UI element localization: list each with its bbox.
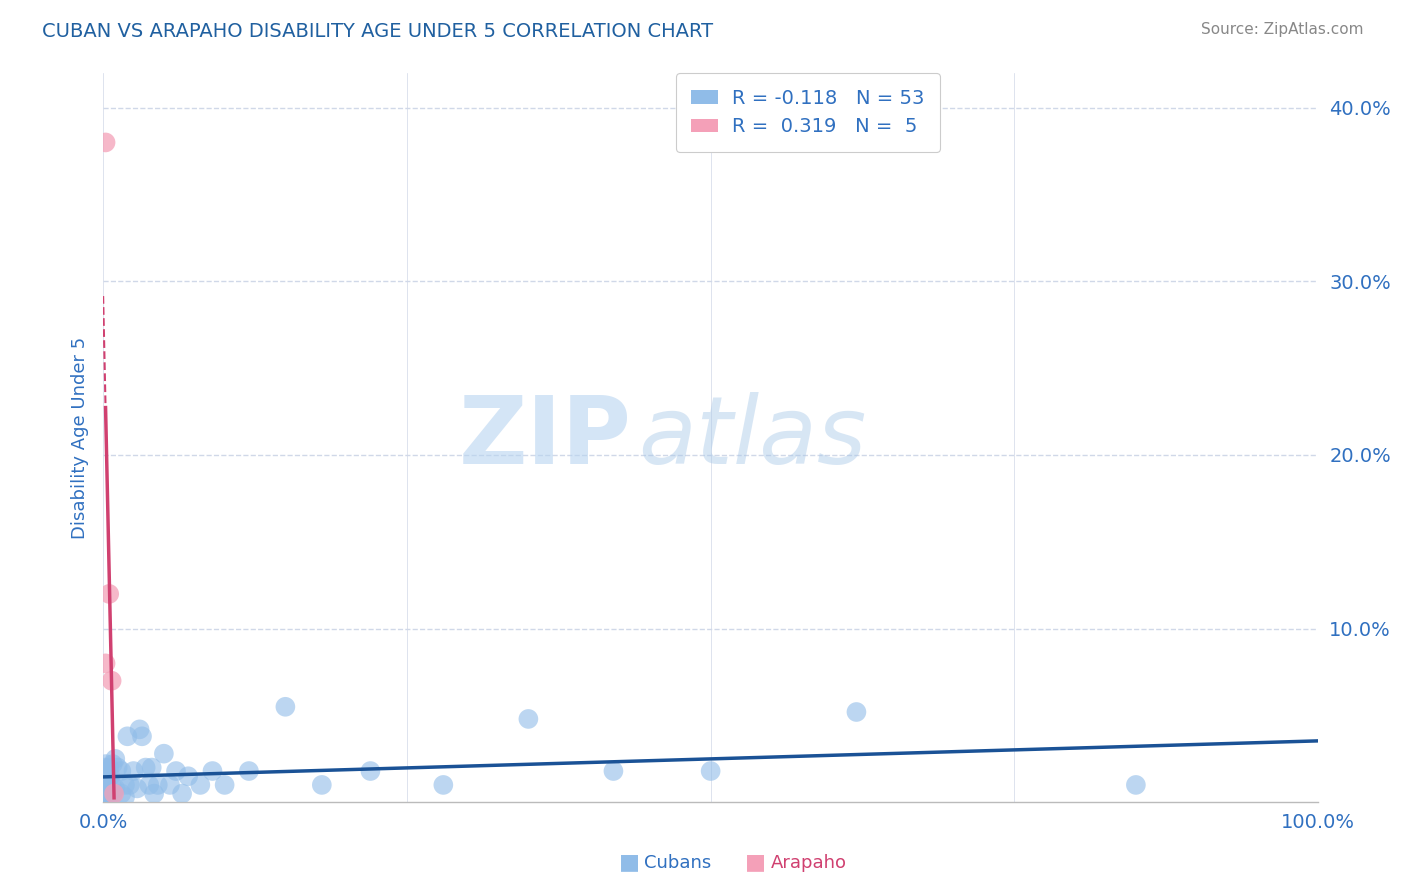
Point	[98, 760, 121, 774]
Point	[100, 673, 122, 688]
Point	[98, 587, 121, 601]
Point	[117, 729, 139, 743]
Point	[96, 792, 118, 806]
Text: ZIP: ZIP	[458, 392, 631, 483]
Point	[110, 764, 132, 778]
Point	[96, 781, 118, 796]
Point	[135, 760, 157, 774]
Point	[311, 778, 333, 792]
Point	[104, 781, 127, 796]
Point	[1125, 778, 1147, 792]
Point	[153, 747, 176, 761]
Point	[165, 764, 187, 778]
Point	[114, 778, 136, 792]
Point	[602, 764, 624, 778]
Point	[138, 778, 160, 792]
Point	[98, 787, 121, 801]
Point	[214, 778, 236, 792]
Point	[107, 760, 129, 774]
Point	[127, 781, 149, 796]
Point	[188, 778, 211, 792]
Point	[94, 657, 117, 671]
Point	[845, 705, 868, 719]
Point	[103, 787, 125, 801]
Text: ■: ■	[745, 853, 766, 872]
Point	[122, 764, 145, 778]
Point	[359, 764, 381, 778]
Point	[94, 757, 117, 772]
Point	[172, 787, 194, 801]
Point	[94, 787, 117, 801]
Point	[432, 778, 454, 792]
Text: Cubans: Cubans	[644, 855, 711, 872]
Point	[104, 752, 127, 766]
Point	[143, 787, 166, 801]
Point	[118, 778, 141, 792]
Point	[141, 760, 163, 774]
Point	[100, 778, 122, 792]
Point	[110, 787, 132, 801]
Text: ■: ■	[619, 853, 640, 872]
Point	[177, 769, 200, 783]
Point	[146, 778, 169, 792]
Text: Arapaho: Arapaho	[770, 855, 846, 872]
Point	[114, 790, 136, 805]
Text: atlas: atlas	[638, 392, 866, 483]
Point	[93, 760, 115, 774]
Legend: R = -0.118   N = 53, R =  0.319   N =  5: R = -0.118 N = 53, R = 0.319 N = 5	[676, 73, 941, 152]
Text: CUBAN VS ARAPAHO DISABILITY AGE UNDER 5 CORRELATION CHART: CUBAN VS ARAPAHO DISABILITY AGE UNDER 5 …	[42, 22, 713, 41]
Point	[159, 778, 181, 792]
Point	[201, 764, 224, 778]
Point	[97, 790, 120, 805]
Y-axis label: Disability Age Under 5: Disability Age Under 5	[72, 336, 89, 539]
Point	[101, 787, 124, 801]
Point	[101, 757, 124, 772]
Point	[93, 792, 115, 806]
Point	[274, 699, 297, 714]
Point	[96, 764, 118, 778]
Point	[93, 781, 115, 796]
Point	[94, 136, 117, 150]
Text: Source: ZipAtlas.com: Source: ZipAtlas.com	[1201, 22, 1364, 37]
Point	[97, 769, 120, 783]
Point	[128, 723, 150, 737]
Point	[699, 764, 721, 778]
Point	[238, 764, 260, 778]
Point	[131, 729, 153, 743]
Point	[100, 769, 122, 783]
Point	[517, 712, 540, 726]
Point	[93, 769, 115, 783]
